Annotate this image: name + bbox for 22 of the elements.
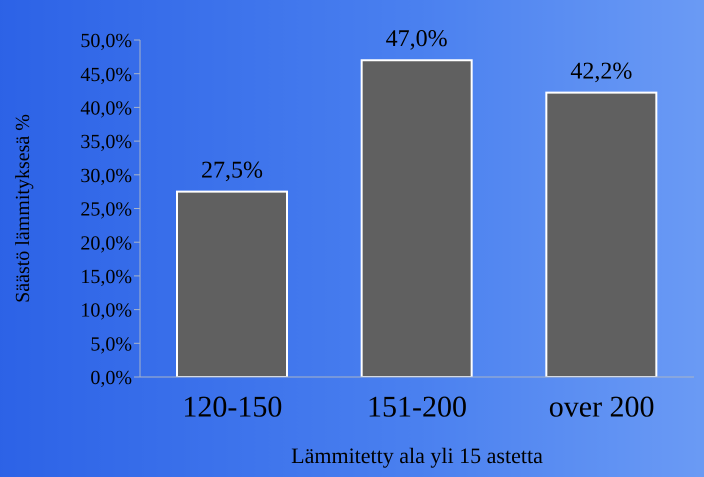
y-tick-label: 50,0% [80,30,132,52]
y-tick-label: 35,0% [80,131,132,154]
y-tick-label: 25,0% [80,198,132,221]
y-tick-label: 30,0% [80,164,132,187]
data-label: 47,0% [386,26,448,52]
x-tick-label: 151-200 [367,390,467,424]
y-tick-label: 5,0% [90,333,132,356]
bar [176,190,288,377]
y-axis-title: Säästö lämmityksesä % [12,114,34,303]
y-tick-label: 15,0% [80,266,132,288]
x-tick-label: 120-150 [182,390,282,424]
bar [360,59,473,377]
x-axis-title: Lämmitetty ala yli 15 astetta [291,443,544,468]
y-tick-label: 45,0% [80,64,132,86]
y-tick-label: 10,0% [80,300,132,322]
bar [545,92,658,377]
data-label: 27,5% [201,158,263,184]
x-tick-label: over 200 [548,390,655,424]
y-tick-label: 0,0% [90,367,132,390]
y-tick-label: 20,0% [80,232,132,254]
y-tick-label: 40,0% [80,98,132,120]
data-label: 42,2% [570,58,632,85]
